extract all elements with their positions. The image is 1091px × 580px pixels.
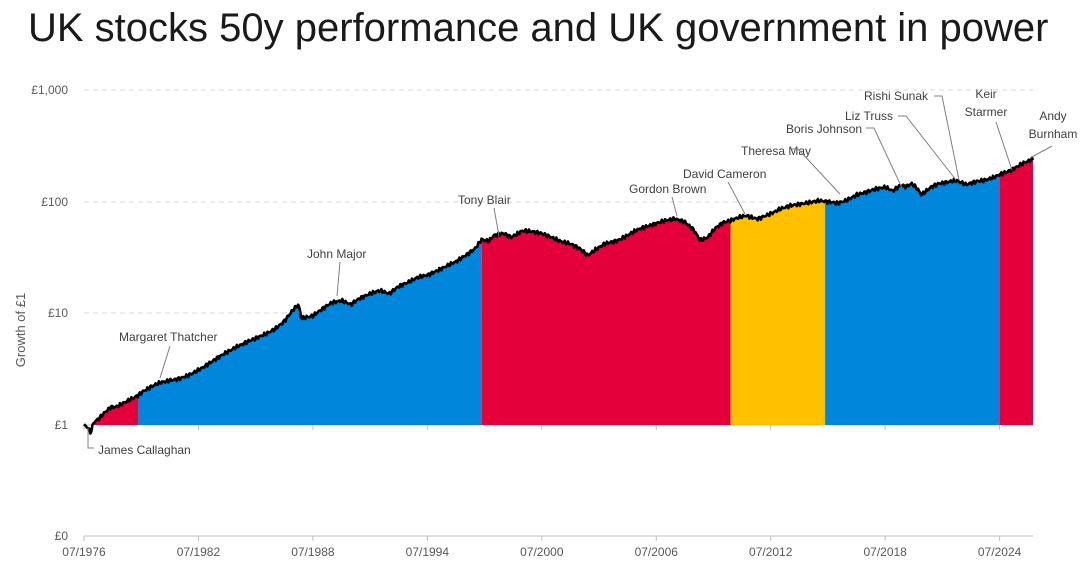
- x-tick-label: 07/2000: [520, 545, 564, 559]
- annotation-liz-truss: Liz Truss: [845, 109, 893, 123]
- annotation-keir-starmer: Keir Starmer: [965, 87, 1008, 119]
- annotation-david-cameron: David Cameron: [683, 167, 766, 181]
- area-conservative: [825, 174, 1000, 425]
- annotations: James Callaghan Margaret Thatcher John Maj…: [87, 87, 1078, 457]
- annotation-leader-line: [336, 261, 341, 297]
- annotation-rishi-sunak: Rishi Sunak: [864, 89, 929, 103]
- annotation-margaret-thatcher: Margaret Thatcher: [119, 330, 218, 344]
- x-tick-label: 07/1976: [62, 545, 106, 559]
- annotation-boris-johnson: Boris Johnson: [786, 122, 862, 136]
- area-labour: [481, 219, 731, 425]
- annotation-leader-line: [1029, 145, 1053, 159]
- annotation-james-callaghan: James Callaghan: [98, 443, 191, 457]
- y-tick-label: £100: [41, 195, 68, 209]
- x-tick-labels: 07/1976 07/1982 07/1988 07/1994 07/2000 07/20…: [62, 545, 1021, 559]
- annotation-leader-line: [792, 148, 841, 195]
- annotation-andy-burnham: Andy Burnham: [1029, 109, 1078, 141]
- annotation-leader-line: [87, 428, 94, 449]
- annotation-leader-line: [671, 196, 678, 217]
- y-tick-label: £10: [48, 306, 68, 320]
- y-tick-labels: £0 £1 £10 £100 £1,000: [31, 83, 68, 543]
- annotation-leader-line: [727, 181, 746, 215]
- annotation-leader-line: [866, 127, 903, 189]
- x-tick-label: 07/2012: [749, 545, 793, 559]
- growth-line: [83, 156, 1035, 435]
- y-tick-label: £0: [55, 529, 69, 543]
- chart-title: UK stocks 50y performance and UK governm…: [28, 6, 1049, 50]
- x-tick-label: 07/2018: [863, 545, 907, 559]
- area-coalition: [730, 200, 826, 425]
- annotation-leader-line: [995, 121, 1013, 171]
- annotation-leader-line: [159, 345, 171, 379]
- y-tick-label: £1,000: [31, 83, 68, 97]
- annotation-theresa-may: Theresa May: [741, 144, 811, 158]
- y-axis-title: Growth of £1: [13, 293, 28, 367]
- x-tick-label: 07/1988: [291, 545, 335, 559]
- annotation-leader-line: [934, 95, 960, 181]
- annotation-john-major: John Major: [307, 247, 366, 261]
- annotation-leader-line: [898, 115, 957, 181]
- annotation-gordon-brown: Gordon Brown: [629, 182, 706, 196]
- x-tick-label: 07/1982: [177, 545, 221, 559]
- annotation-leader-line: [493, 207, 500, 237]
- x-tick-label: 07/2024: [978, 545, 1022, 559]
- area-labour: [999, 159, 1033, 425]
- party-areas: [84, 159, 1033, 425]
- annotation-tony-blair: Tony Blair: [458, 193, 511, 207]
- x-tick-label: 07/1994: [406, 545, 450, 559]
- performance-line: [83, 156, 1035, 435]
- x-tick-label: 07/2006: [635, 545, 679, 559]
- y-tick-label: £1: [55, 418, 69, 432]
- area-conservative: [138, 239, 482, 425]
